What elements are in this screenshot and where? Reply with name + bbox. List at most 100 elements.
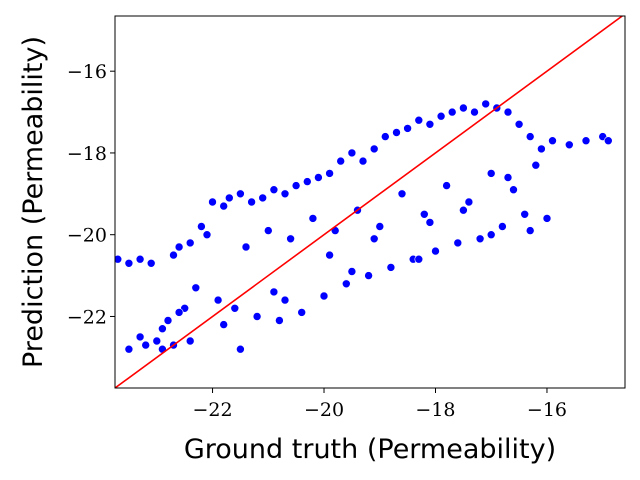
scatter-point — [135, 254, 145, 264]
scatter-point — [124, 344, 134, 354]
x-tick-label: −16 — [527, 399, 567, 421]
scatter-point — [531, 160, 541, 170]
y-tick-label: −22 — [67, 306, 107, 328]
scatter-point — [258, 193, 268, 203]
scatter-point — [369, 144, 379, 154]
scatter-point — [158, 324, 167, 334]
scatter-point — [464, 197, 474, 207]
scatter-point — [115, 254, 123, 264]
y-axis-ticks: −22 −20 −18 −16 — [67, 61, 115, 328]
scatter-point — [336, 156, 346, 166]
scatter-point — [509, 185, 518, 194]
scatter-point — [503, 173, 513, 182]
scatter-point — [503, 107, 513, 117]
scatter-point — [453, 238, 463, 248]
scatter-point — [486, 230, 496, 239]
scatter-point — [380, 132, 390, 141]
scatter-point — [431, 246, 440, 256]
scatter-point — [564, 140, 574, 150]
y-axis-label: Prediction (Permeability) — [18, 36, 49, 368]
scatter-point — [269, 287, 279, 297]
x-tick-label: −20 — [304, 399, 344, 421]
scatter-point — [280, 295, 290, 305]
scatter-point — [291, 181, 301, 190]
scatter-point — [297, 308, 307, 317]
scatter-point — [325, 250, 334, 260]
scatter-point — [219, 201, 228, 211]
scatter-point — [269, 185, 279, 194]
scatter-point — [185, 238, 195, 248]
scatter-point — [475, 234, 485, 244]
scatter-point — [191, 283, 201, 293]
scatter-point — [481, 99, 491, 109]
scatter-point — [185, 336, 195, 346]
scatter-point — [197, 222, 206, 231]
scatter-point — [442, 181, 451, 190]
scatter-point — [470, 107, 479, 117]
scatter-point — [314, 173, 323, 182]
scatter-point — [397, 189, 407, 199]
scatter-point — [386, 263, 396, 272]
scatter-point — [230, 303, 240, 313]
scatter-point — [174, 308, 184, 317]
scatter-point — [236, 189, 245, 199]
scatter-point — [286, 234, 295, 244]
scatter-point — [146, 258, 156, 268]
scatter-point — [341, 279, 351, 289]
scatter-point — [425, 218, 435, 227]
plot-frame — [114, 15, 626, 389]
scatter-point — [525, 132, 535, 141]
x-axis-label: Ground truth (Permeability) — [184, 434, 556, 465]
scatter-point — [459, 205, 468, 215]
scatter-point — [425, 120, 435, 129]
scatter-point — [213, 295, 223, 305]
scatter-point — [280, 189, 290, 199]
scatter-point — [369, 234, 379, 244]
scatter-point — [419, 210, 429, 219]
y-tick-label: −20 — [67, 225, 107, 247]
scatter-point — [141, 340, 150, 350]
scatter-point — [414, 254, 424, 264]
scatter-point — [498, 222, 507, 231]
scatter-point — [548, 136, 557, 145]
y-tick-label: −16 — [67, 61, 107, 83]
scatter-point — [392, 128, 401, 137]
scatter-point — [163, 316, 173, 325]
scatter-point — [537, 144, 546, 154]
scatter-point — [520, 210, 530, 219]
scatter-point — [486, 169, 496, 178]
scatter-point — [236, 344, 245, 354]
scatter-point — [152, 336, 162, 346]
x-axis-ticks: −22 −20 −18 −16 — [192, 388, 567, 421]
scatter-point — [208, 197, 217, 207]
scatter-point — [275, 316, 284, 325]
scatter-point — [202, 230, 212, 239]
scatter-point — [347, 267, 357, 276]
scatter-point — [525, 226, 535, 235]
scatter-point — [375, 222, 385, 231]
identity-line — [115, 16, 624, 388]
scatter-point — [403, 124, 412, 133]
x-tick-label: −22 — [192, 399, 232, 421]
scatter-point — [581, 136, 591, 145]
scatter-point — [308, 214, 318, 223]
scatter-point — [263, 226, 273, 235]
scatter-point — [542, 214, 552, 223]
scatter-point — [459, 103, 468, 113]
scatter-point — [135, 332, 145, 342]
scatter-point — [347, 148, 357, 158]
x-tick-label: −18 — [415, 399, 455, 421]
scatter-point — [241, 242, 251, 252]
scatter-point — [247, 197, 256, 207]
scatter-points — [115, 99, 613, 354]
scatter-point — [225, 193, 234, 203]
scatter-point — [174, 242, 184, 252]
scatter-point — [436, 111, 446, 121]
scatter-point — [358, 156, 368, 166]
scatter-point — [302, 177, 312, 186]
scatter-point — [319, 291, 329, 301]
scatter-point — [414, 115, 424, 125]
scatter-point — [514, 120, 524, 129]
scatter-point — [169, 250, 178, 260]
